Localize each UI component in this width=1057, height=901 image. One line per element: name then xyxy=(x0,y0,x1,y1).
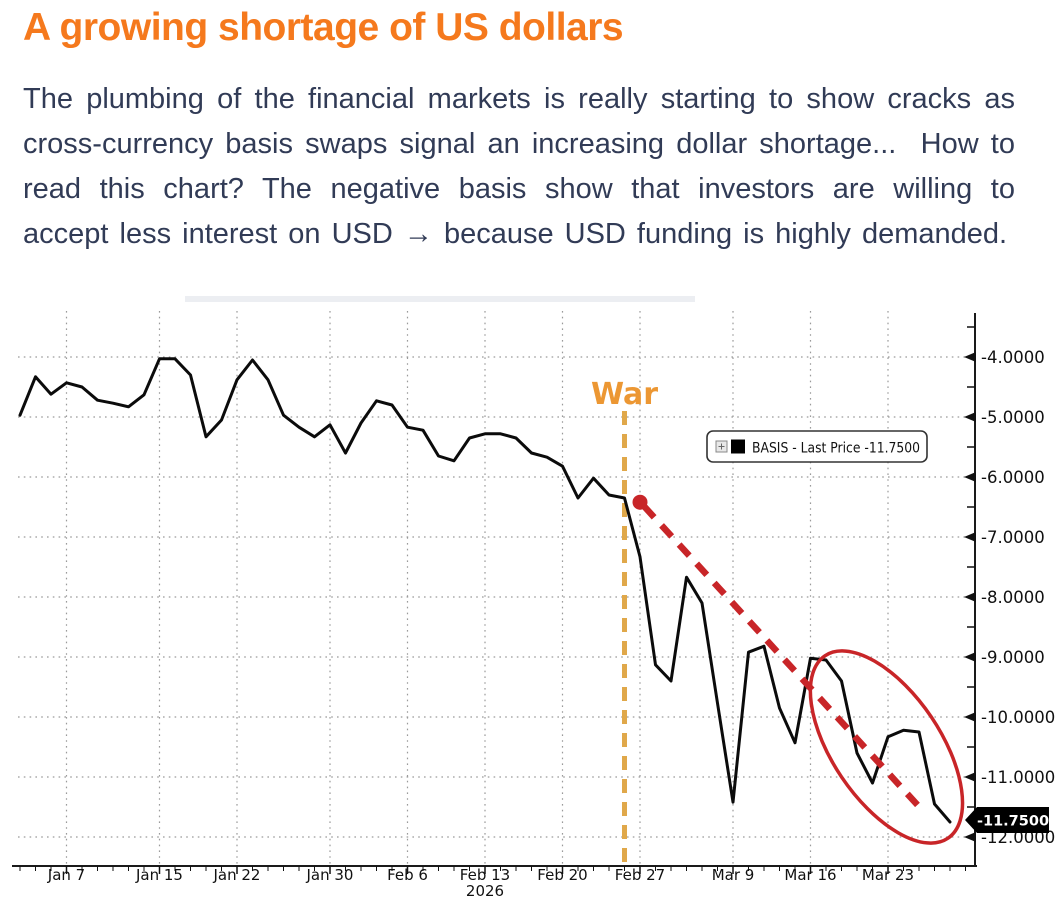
y-tick-label: -9.0000 xyxy=(981,648,1045,667)
y-tick-arrow xyxy=(964,832,976,842)
legend-swatch xyxy=(731,439,745,454)
y-tick-arrow xyxy=(964,772,976,782)
x-tick-label: Jan 15 xyxy=(135,866,183,884)
x-tick-label: Feb 6 xyxy=(387,866,428,884)
x-tick-label: Feb 27 xyxy=(615,866,665,884)
legend-label: BASIS - Last Price -11.7500 xyxy=(752,441,920,457)
year-label: 2026 xyxy=(466,882,504,900)
x-tick-label: Mar 9 xyxy=(712,866,755,884)
x-tick-label: Jan 7 xyxy=(47,866,85,884)
y-tick-arrow xyxy=(964,592,976,602)
x-tick-label: Feb 13 xyxy=(460,866,510,884)
war-label: War xyxy=(591,377,658,412)
y-tick-label: -11.0000 xyxy=(981,768,1055,787)
x-tick-label: Mar 23 xyxy=(862,866,914,884)
last-price-badge xyxy=(965,807,1049,833)
y-tick-arrow xyxy=(964,472,976,482)
y-tick-arrow xyxy=(964,412,976,422)
x-tick-label: Jan 30 xyxy=(306,866,354,884)
y-tick-arrow xyxy=(964,352,976,362)
cropped-text-artifact xyxy=(185,296,695,302)
legend-frame[interactable] xyxy=(706,430,928,463)
trend-arrow-start-dot xyxy=(632,494,648,510)
y-tick-label: -7.0000 xyxy=(981,528,1045,547)
intro-paragraph: The plumbing of the financial markets is… xyxy=(23,83,1027,250)
y-tick-label: -4.0000 xyxy=(981,348,1045,367)
highlight-ellipse xyxy=(808,649,965,845)
basis-line xyxy=(18,357,952,824)
y-tick-label: -6.0000 xyxy=(981,468,1045,487)
legend-box[interactable]: BASIS - Last Price -11.7500 xyxy=(706,430,928,463)
x-tick-label: Jan 22 xyxy=(213,866,261,884)
trend-arrow xyxy=(641,504,925,813)
x-tick-label: Feb 20 xyxy=(537,866,587,884)
y-tick-label: -8.0000 xyxy=(981,588,1045,607)
last-price-badge-label: -11.7500 xyxy=(977,814,1049,830)
y-tick-arrow xyxy=(964,712,976,722)
trend-arrow-head xyxy=(906,807,931,820)
y-tick-label: -10.0000 xyxy=(981,708,1055,727)
y-tick-arrow xyxy=(964,652,976,662)
page-title: A growing shortage of US dollars xyxy=(23,6,624,49)
y-tick-arrow xyxy=(964,532,976,542)
x-tick-label: Mar 16 xyxy=(784,866,836,884)
y-tick-label: -5.0000 xyxy=(981,408,1045,427)
